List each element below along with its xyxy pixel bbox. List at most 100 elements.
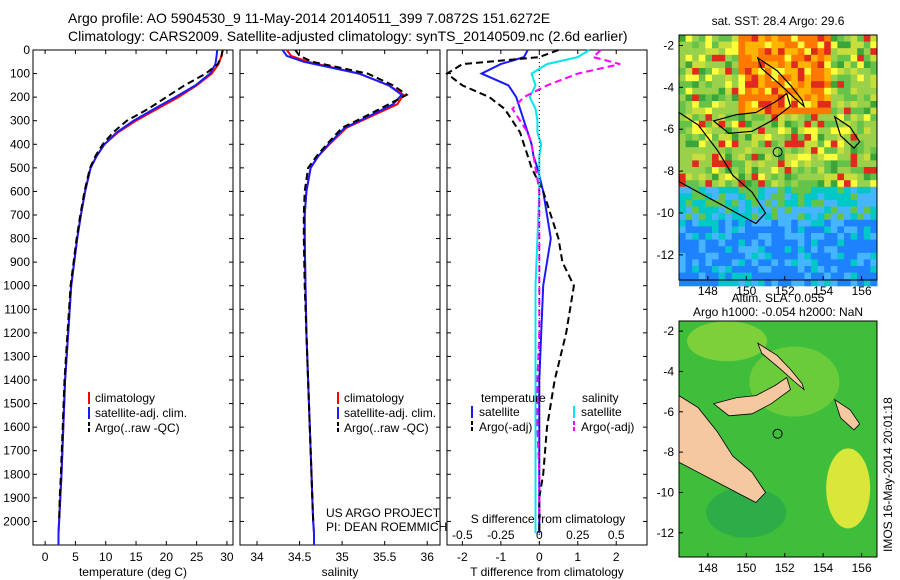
sst-cell (764, 193, 772, 201)
sst-cell (804, 239, 812, 247)
sst-cell (705, 74, 713, 82)
sst-cell (850, 193, 858, 201)
sst-cell (797, 239, 805, 247)
sst-cell (705, 127, 713, 135)
sst-cell (751, 160, 759, 168)
sst-cell (844, 259, 852, 267)
map-y-tick-label: -2 (663, 324, 674, 338)
sst-cell (725, 61, 733, 69)
sst-cell (771, 259, 779, 267)
sst-cell (738, 252, 746, 260)
sst-cell (804, 259, 812, 267)
sst-cell (718, 279, 726, 287)
sst-cell (817, 147, 825, 155)
sst-cell (778, 206, 786, 214)
sst-cell (870, 279, 878, 287)
sst-cell (863, 219, 871, 227)
sst-cell (830, 160, 838, 168)
legend-label: satellite (479, 405, 520, 419)
sst-cell (771, 213, 779, 221)
sst-cell (692, 272, 700, 280)
sst-cell (705, 160, 713, 168)
sst-cell (863, 160, 871, 168)
sst-cell (712, 219, 720, 227)
sst-cell (705, 266, 713, 274)
sst-cell (791, 160, 799, 168)
annotation-line: US ARGO PROJECT (326, 506, 441, 520)
sst-cell (850, 259, 858, 267)
sst-cell (738, 160, 746, 168)
sst-cell (738, 266, 746, 274)
sst-cell (705, 206, 713, 214)
sst-cell (705, 81, 713, 89)
sst-cell (731, 35, 739, 43)
sst-cell (685, 41, 693, 49)
sst-cell (830, 120, 838, 128)
sst-cell (830, 226, 838, 234)
sst-cell (863, 61, 871, 69)
sst-cell (778, 213, 786, 221)
sst-cell (692, 246, 700, 254)
sst-cell (824, 54, 832, 62)
sst-cell (850, 272, 858, 280)
sst-cell (731, 252, 739, 260)
sst-cell (771, 279, 779, 287)
sst-cell (725, 200, 733, 208)
x-tick-label: 34.5 (288, 550, 312, 564)
sst-cell (791, 74, 799, 82)
sst-cell (857, 279, 865, 287)
map-frame (678, 320, 878, 558)
sst-cell (837, 107, 845, 115)
sst-cell (705, 272, 713, 280)
sst-cell (718, 74, 726, 82)
sst-cell (718, 160, 726, 168)
sst-cell (870, 87, 878, 95)
sst-cell (830, 206, 838, 214)
sst-cell (679, 134, 687, 142)
sst-cell (784, 167, 792, 175)
sst-cell (738, 272, 746, 280)
sst-cell (817, 279, 825, 287)
x-tick-label: 2 (613, 550, 620, 564)
sst-cell (751, 259, 759, 267)
sst-cell (679, 101, 687, 109)
sst-cell (870, 41, 878, 49)
sst-cell (797, 81, 805, 89)
sst-cell (797, 134, 805, 142)
sst-cell (705, 41, 713, 49)
sst-cell (745, 246, 753, 254)
sst-cell (692, 68, 700, 76)
sst-cell (758, 35, 766, 43)
sst-cell (824, 219, 832, 227)
sst-cell (817, 107, 825, 115)
sst-cell (712, 200, 720, 208)
sst-cell (718, 206, 726, 214)
x-tick-label: 36 (421, 550, 435, 564)
series-line-temperature-argo-adj- (445, 49, 575, 534)
sst-cell (844, 213, 852, 221)
sst-cell (679, 259, 687, 267)
sst-cell (863, 147, 871, 155)
sst-cell (870, 252, 878, 260)
sst-cell (698, 101, 706, 109)
sst-cell (870, 266, 878, 274)
sst-cell (679, 173, 687, 181)
sst-cell (778, 120, 786, 128)
legend-label: climatology (344, 391, 404, 405)
sst-cell (698, 233, 706, 241)
sst-cell (692, 226, 700, 234)
sst-cell (870, 81, 878, 89)
sst-cell (791, 193, 799, 201)
sst-cell (698, 206, 706, 214)
sst-cell (797, 120, 805, 128)
sst-cell (791, 266, 799, 274)
sst-cell (771, 140, 779, 148)
sst-cell (791, 114, 799, 122)
sst-cell (718, 147, 726, 155)
sst-cell (698, 272, 706, 280)
sst-cell (824, 147, 832, 155)
x-tick-label: 5 (72, 550, 79, 564)
sst-cell (725, 114, 733, 122)
sst-cell (679, 160, 687, 168)
sst-cell (778, 246, 786, 254)
